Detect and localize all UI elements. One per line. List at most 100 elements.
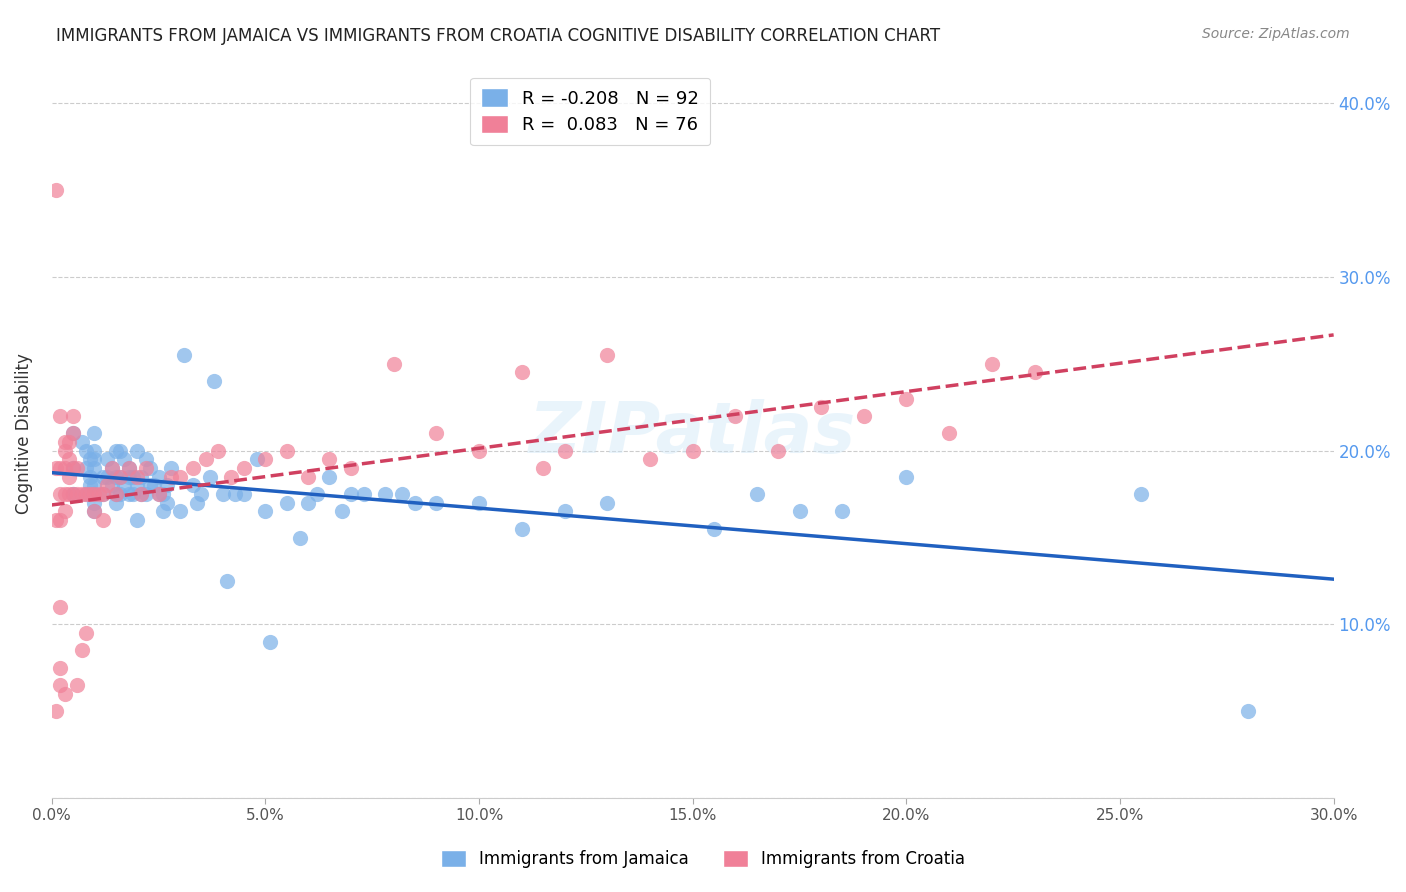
Point xyxy=(49,513,72,527)
Point xyxy=(53,443,76,458)
Point xyxy=(100,478,122,492)
Point xyxy=(233,487,256,501)
Point xyxy=(75,626,97,640)
Point xyxy=(1024,366,1046,380)
Point xyxy=(553,443,575,458)
Point xyxy=(404,496,426,510)
Point xyxy=(224,487,246,501)
Point xyxy=(596,348,619,362)
Point xyxy=(181,461,204,475)
Point xyxy=(831,504,853,518)
Point xyxy=(425,496,447,510)
Point xyxy=(318,469,340,483)
Point xyxy=(83,496,105,510)
Point xyxy=(83,504,105,518)
Point xyxy=(233,461,256,475)
Point xyxy=(104,443,127,458)
Point xyxy=(91,469,114,483)
Point xyxy=(276,443,298,458)
Point xyxy=(66,487,89,501)
Point xyxy=(122,469,145,483)
Point xyxy=(318,452,340,467)
Point xyxy=(638,452,661,467)
Point xyxy=(62,461,84,475)
Point xyxy=(53,487,76,501)
Point xyxy=(353,487,375,501)
Point xyxy=(297,469,319,483)
Point xyxy=(45,513,67,527)
Point xyxy=(100,461,122,475)
Point xyxy=(108,469,131,483)
Point xyxy=(148,487,170,501)
Point xyxy=(896,469,918,483)
Point xyxy=(96,478,118,492)
Point xyxy=(112,452,135,467)
Point xyxy=(62,461,84,475)
Point xyxy=(131,487,153,501)
Point xyxy=(131,469,153,483)
Point xyxy=(96,452,118,467)
Point xyxy=(374,487,396,501)
Point xyxy=(531,461,554,475)
Legend: R = -0.208   N = 92, R =  0.083   N = 76: R = -0.208 N = 92, R = 0.083 N = 76 xyxy=(470,78,710,145)
Point xyxy=(156,496,179,510)
Point xyxy=(62,426,84,441)
Point xyxy=(53,504,76,518)
Text: ZIPatlas: ZIPatlas xyxy=(529,399,856,467)
Point xyxy=(83,478,105,492)
Point xyxy=(789,504,811,518)
Point xyxy=(62,426,84,441)
Point xyxy=(127,513,149,527)
Point xyxy=(79,452,101,467)
Point xyxy=(1237,704,1260,718)
Point xyxy=(62,409,84,423)
Point xyxy=(131,487,153,501)
Point xyxy=(330,504,353,518)
Point xyxy=(745,487,768,501)
Point xyxy=(160,461,183,475)
Point xyxy=(425,426,447,441)
Point xyxy=(596,496,619,510)
Legend: Immigrants from Jamaica, Immigrants from Croatia: Immigrants from Jamaica, Immigrants from… xyxy=(434,843,972,875)
Point xyxy=(215,574,238,588)
Point xyxy=(83,452,105,467)
Point xyxy=(79,469,101,483)
Point xyxy=(181,478,204,492)
Point xyxy=(58,469,80,483)
Point xyxy=(852,409,875,423)
Point xyxy=(87,487,110,501)
Point xyxy=(510,522,533,536)
Point xyxy=(70,487,93,501)
Point xyxy=(980,357,1002,371)
Point xyxy=(104,496,127,510)
Point xyxy=(198,469,221,483)
Point xyxy=(91,487,114,501)
Text: Source: ZipAtlas.com: Source: ZipAtlas.com xyxy=(1202,27,1350,41)
Point xyxy=(190,487,212,501)
Point xyxy=(104,487,127,501)
Point xyxy=(135,452,157,467)
Point xyxy=(276,496,298,510)
Point xyxy=(127,469,149,483)
Point xyxy=(118,469,141,483)
Point xyxy=(382,357,405,371)
Point xyxy=(139,461,162,475)
Point xyxy=(207,443,229,458)
Point xyxy=(254,504,277,518)
Point xyxy=(254,452,277,467)
Point xyxy=(45,704,67,718)
Point xyxy=(49,599,72,614)
Point xyxy=(122,487,145,501)
Point xyxy=(766,443,789,458)
Point xyxy=(152,487,174,501)
Point xyxy=(79,487,101,501)
Point xyxy=(45,183,67,197)
Point xyxy=(79,478,101,492)
Point xyxy=(62,487,84,501)
Point xyxy=(156,478,179,492)
Point xyxy=(938,426,960,441)
Point xyxy=(194,452,217,467)
Point xyxy=(139,478,162,492)
Point xyxy=(127,478,149,492)
Point xyxy=(127,443,149,458)
